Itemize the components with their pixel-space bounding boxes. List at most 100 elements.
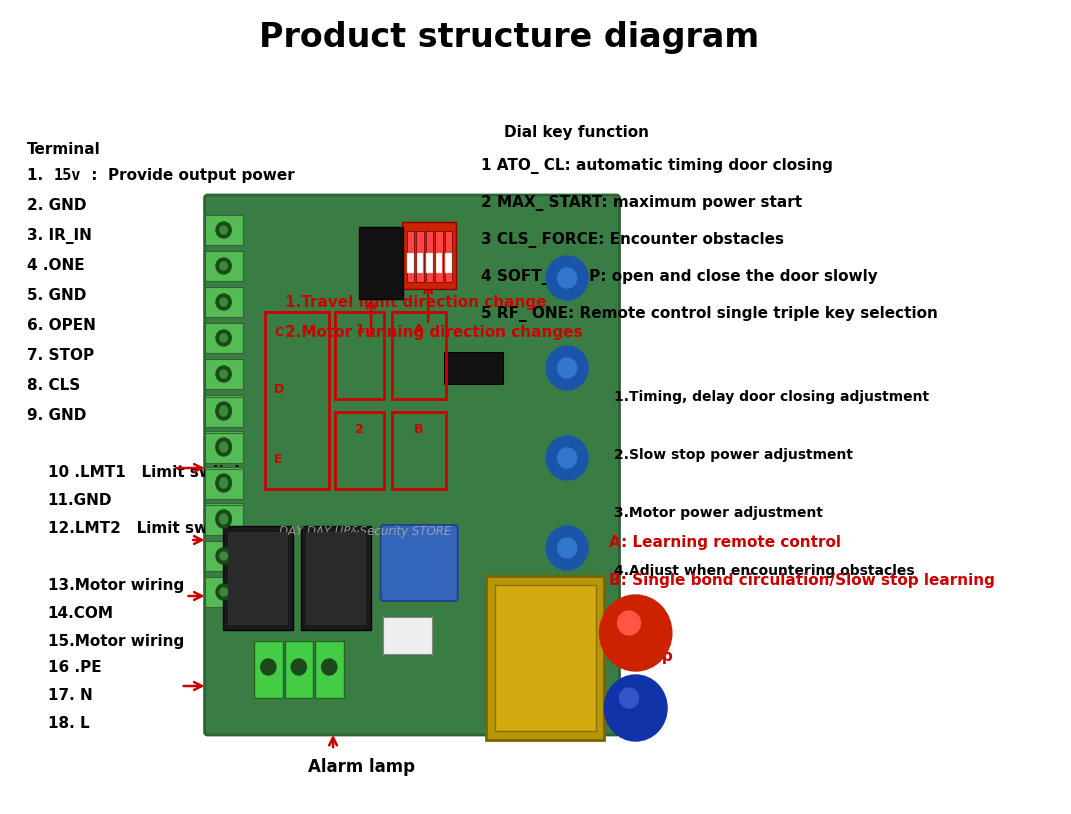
FancyBboxPatch shape [444, 352, 503, 384]
Circle shape [216, 294, 231, 310]
FancyBboxPatch shape [205, 469, 243, 499]
Circle shape [220, 588, 227, 596]
Text: 1.Timing, delay door closing adjustment: 1.Timing, delay door closing adjustment [614, 390, 929, 404]
Circle shape [216, 438, 231, 454]
Text: 1: 1 [356, 323, 364, 336]
Circle shape [220, 516, 227, 524]
Text: 4 .ONE: 4 .ONE [27, 258, 85, 273]
FancyBboxPatch shape [205, 541, 243, 571]
FancyBboxPatch shape [306, 532, 365, 624]
Circle shape [220, 406, 227, 414]
Circle shape [558, 358, 576, 378]
FancyBboxPatch shape [205, 467, 243, 497]
FancyBboxPatch shape [205, 431, 243, 461]
FancyBboxPatch shape [205, 505, 243, 535]
Text: C: ON: C: ON [609, 611, 658, 626]
Circle shape [220, 262, 227, 270]
Text: 2.Motor running direction changes: 2.Motor running direction changes [286, 325, 583, 340]
FancyBboxPatch shape [495, 585, 595, 731]
Circle shape [220, 408, 227, 416]
Circle shape [220, 226, 227, 234]
Circle shape [216, 222, 231, 238]
FancyBboxPatch shape [205, 577, 243, 607]
Circle shape [220, 370, 227, 378]
Circle shape [220, 552, 227, 560]
FancyBboxPatch shape [228, 532, 287, 624]
Text: Terminal: Terminal [27, 142, 101, 157]
Circle shape [220, 444, 227, 452]
Text: 15.Motor wiring: 15.Motor wiring [47, 634, 184, 649]
FancyBboxPatch shape [205, 395, 243, 425]
Text: 18. L: 18. L [47, 716, 89, 731]
Text: B: B [414, 423, 423, 436]
Circle shape [260, 659, 276, 675]
FancyBboxPatch shape [426, 253, 433, 273]
Circle shape [604, 675, 667, 741]
Text: 2. GND: 2. GND [27, 198, 86, 213]
Circle shape [619, 688, 638, 708]
Text: 8. CLS: 8. CLS [27, 378, 80, 393]
FancyBboxPatch shape [301, 526, 372, 630]
FancyBboxPatch shape [205, 323, 243, 353]
Circle shape [546, 526, 588, 570]
Text: 1.: 1. [27, 168, 54, 183]
Circle shape [220, 478, 227, 486]
FancyBboxPatch shape [446, 253, 452, 273]
Text: 5 RF_ ONE: Remote control single triple key selection: 5 RF_ ONE: Remote control single triple … [481, 306, 937, 322]
Circle shape [216, 584, 231, 600]
Circle shape [216, 512, 231, 528]
Text: 6. OPEN: 6. OPEN [27, 318, 95, 333]
Text: 4 SOFT_ STOP: open and close the door slowly: 4 SOFT_ STOP: open and close the door sl… [481, 269, 877, 285]
FancyBboxPatch shape [382, 617, 432, 654]
FancyBboxPatch shape [205, 503, 243, 533]
Circle shape [618, 611, 640, 635]
Circle shape [220, 334, 227, 342]
Circle shape [216, 548, 231, 564]
Text: D: Stop: D: Stop [609, 649, 673, 664]
Circle shape [220, 298, 227, 306]
FancyBboxPatch shape [254, 641, 283, 698]
Circle shape [546, 346, 588, 390]
Circle shape [291, 659, 306, 675]
Circle shape [216, 510, 231, 526]
Text: 7. STOP: 7. STOP [27, 348, 94, 363]
Text: E: E [274, 453, 283, 466]
Circle shape [546, 256, 588, 300]
Circle shape [216, 404, 231, 420]
Text: 9. GND: 9. GND [27, 408, 86, 423]
Text: 10 .LMT1   Limit switch: 10 .LMT1 Limit switch [47, 465, 245, 480]
Text: DAY DAY UP&Security STORE: DAY DAY UP&Security STORE [278, 526, 451, 539]
FancyBboxPatch shape [436, 253, 442, 273]
Text: 17. N: 17. N [47, 688, 92, 703]
FancyBboxPatch shape [380, 525, 457, 601]
FancyBboxPatch shape [205, 195, 619, 735]
Text: A: A [413, 323, 423, 336]
Text: Product structure diagram: Product structure diagram [259, 21, 759, 55]
FancyBboxPatch shape [205, 287, 243, 317]
Text: 5. GND: 5. GND [27, 288, 86, 303]
Text: E:CLS: E:CLS [609, 687, 658, 702]
Text: 16 .PE: 16 .PE [47, 660, 101, 675]
Circle shape [220, 442, 227, 450]
Text: 3. IR_IN: 3. IR_IN [27, 228, 91, 244]
Circle shape [600, 595, 672, 671]
Text: 4.Adjust when encountering obstacles: 4.Adjust when encountering obstacles [614, 564, 915, 578]
FancyBboxPatch shape [205, 397, 243, 427]
Text: 15v: 15v [54, 168, 80, 183]
Text: :  Provide output power: : Provide output power [86, 168, 295, 183]
Text: Alarm lamp: Alarm lamp [308, 758, 416, 776]
Text: 1 ATO_ CL: automatic timing door closing: 1 ATO_ CL: automatic timing door closing [481, 158, 832, 174]
FancyBboxPatch shape [359, 227, 404, 299]
Text: C: C [274, 326, 283, 339]
Circle shape [220, 514, 227, 522]
FancyBboxPatch shape [402, 222, 456, 289]
Circle shape [558, 448, 576, 468]
FancyBboxPatch shape [407, 253, 413, 273]
Circle shape [558, 268, 576, 288]
FancyBboxPatch shape [417, 230, 424, 282]
Text: 2 MAX_ START: maximum power start: 2 MAX_ START: maximum power start [481, 195, 802, 211]
Text: 12.LMT2   Limit switch: 12.LMT2 Limit switch [47, 521, 240, 536]
Text: 11.GND: 11.GND [47, 493, 112, 508]
Text: 3.Motor power adjustment: 3.Motor power adjustment [614, 506, 823, 520]
FancyBboxPatch shape [205, 251, 243, 281]
